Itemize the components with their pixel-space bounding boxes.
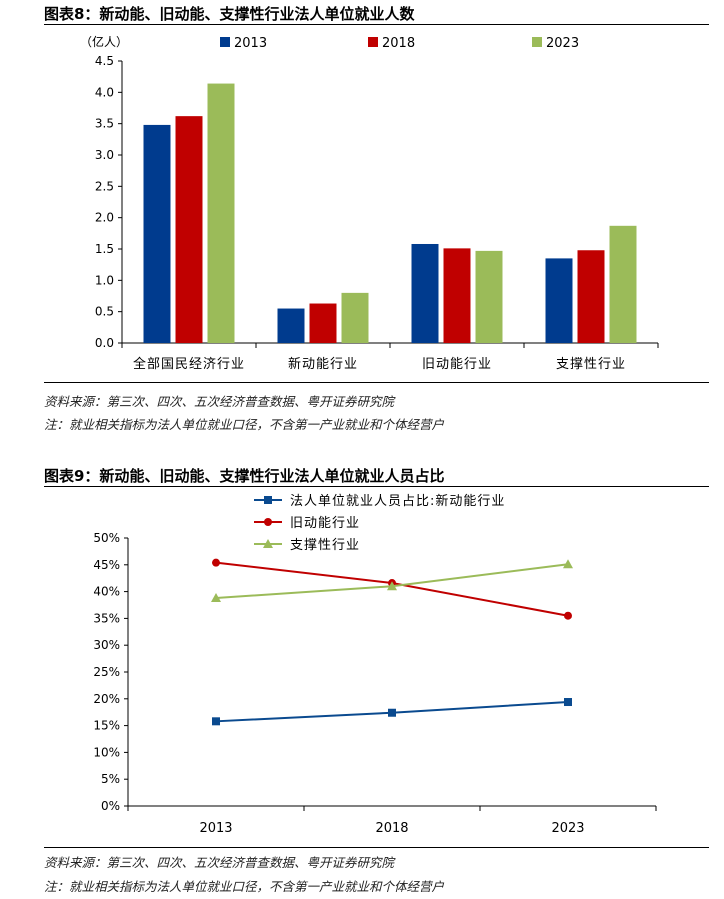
bar-2018 [309, 303, 337, 343]
series-point-0 [212, 717, 220, 726]
bar-2023 [609, 225, 637, 343]
y-tick-label: 1.0 [95, 273, 114, 287]
bar-2023 [475, 250, 503, 343]
x-tick-label: 2023 [551, 821, 584, 836]
figure8-title-rule [44, 24, 709, 25]
bar-2023 [341, 292, 369, 343]
series-point-0 [388, 708, 396, 717]
legend-swatch-2023 [532, 37, 542, 47]
y-tick-label: 0% [101, 799, 120, 813]
x-tick-label: 旧动能行业 [422, 357, 492, 372]
legend-label-0: 法人单位就业人员占比:新动能行业 [290, 493, 505, 509]
y-tick-label: 30% [93, 638, 120, 652]
series-point-2 [211, 593, 221, 603]
y-tick-label: 2.0 [95, 211, 114, 225]
legend-label-2018: 2018 [382, 36, 415, 51]
series-point-2 [563, 559, 573, 569]
legend-swatch-2013 [220, 37, 230, 47]
y-tick-label: 45% [93, 558, 120, 572]
figure8-source: 资料来源：第三次、四次、五次经济普查数据、粤开证券研究院 [44, 394, 395, 409]
y-unit-label: （亿人） [80, 34, 128, 49]
x-tick-label: 2013 [199, 821, 232, 836]
series-point-1 [212, 558, 220, 567]
figure8-note: 注：就业相关指标为法人单位就业口径，不含第一产业就业和个体经营户 [44, 417, 445, 432]
y-tick-label: 4.5 [95, 54, 114, 68]
bar-2013 [143, 124, 171, 343]
y-tick-label: 35% [93, 611, 120, 625]
y-tick-label: 40% [93, 585, 120, 599]
y-tick-label: 20% [93, 692, 120, 706]
bar-2018 [577, 250, 605, 343]
y-tick-label: 50% [93, 531, 120, 545]
figure9-title-rule [44, 486, 709, 487]
y-tick-label: 3.0 [95, 148, 114, 162]
series-point-2 [387, 581, 397, 591]
bar-2018 [443, 248, 471, 343]
legend-marker-2 [263, 539, 273, 548]
series-point-1 [564, 611, 572, 620]
bar-2013 [411, 243, 439, 343]
legend-label-1: 旧动能行业 [290, 516, 360, 531]
line-chart: 0% 5% 10% 15% 20% 25% 30% 35% 40% 45% 50% 2013 2018 2… [93, 493, 657, 836]
figure9-bottom-rule [44, 847, 709, 848]
y-tick-label: 4.0 [95, 85, 114, 99]
legend-swatch-2018 [368, 37, 378, 47]
legend-label-2: 支撑性行业 [290, 538, 360, 553]
x-tick-label: 全部国民经济行业 [133, 356, 245, 372]
y-tick-label: 3.5 [95, 117, 114, 131]
x-tick-label: 支撑性行业 [556, 357, 626, 372]
figure8-title: 图表8：新动能、旧动能、支撑性行业法人单位就业人数 [44, 5, 415, 23]
legend-label-2013: 2013 [234, 36, 267, 51]
bar-2023 [207, 83, 235, 343]
series-point-0 [564, 698, 572, 707]
x-tick-label: 新动能行业 [288, 356, 358, 372]
figure9-source: 资料来源：第三次、四次、五次经济普查数据、粤开证券研究院 [44, 855, 395, 870]
bar-2018 [175, 116, 203, 343]
figure9-note: 注：就业相关指标为法人单位就业口径，不含第一产业就业和个体经营户 [44, 879, 445, 894]
y-tick-label: 10% [93, 745, 120, 759]
y-tick-label: 1.5 [95, 242, 114, 256]
y-tick-label: 15% [93, 719, 120, 733]
y-tick-label: 0.0 [95, 336, 114, 350]
bar-chart: （亿人） 0.0 0.5 1.0 1.5 2.0 2.5 3.0 3.5 4.0 4.5 全部国民经济… [80, 34, 659, 372]
figure9-title: 图表9：新动能、旧动能、支撑性行业法人单位就业人员占比 [44, 467, 445, 485]
y-tick-label: 5% [101, 772, 120, 786]
legend-marker-0 [264, 496, 272, 504]
bar-2013 [277, 308, 305, 343]
y-tick-label: 25% [93, 665, 120, 679]
y-tick-label: 2.5 [95, 179, 114, 193]
legend-marker-1 [264, 518, 272, 526]
x-tick-label: 2018 [375, 821, 408, 836]
figure8-bottom-rule [44, 382, 709, 383]
legend-label-2023: 2023 [546, 36, 579, 51]
bar-2013 [545, 258, 573, 343]
y-tick-label: 0.5 [95, 305, 114, 319]
